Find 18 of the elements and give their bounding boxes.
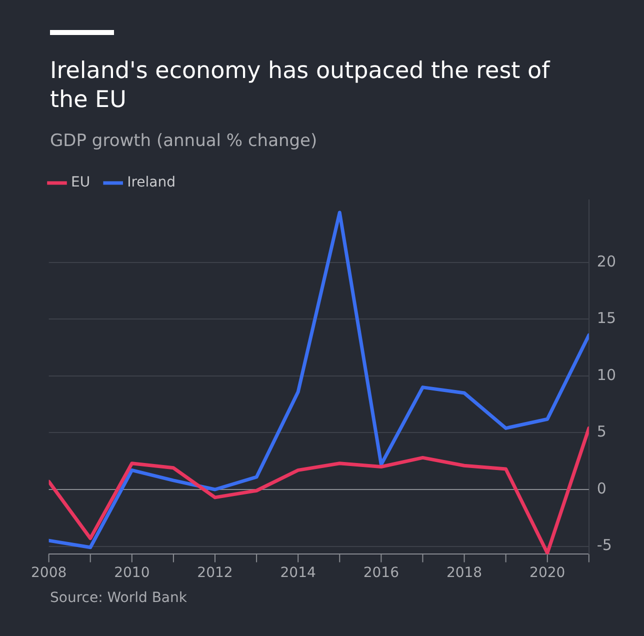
x-tick-label: 2016 — [363, 565, 400, 582]
x-tick-label: 2008 — [30, 565, 67, 582]
x-tick-label: 2014 — [280, 565, 316, 582]
x-tick-label: 2010 — [114, 565, 150, 582]
chart-title: Ireland's economy has outpaced the rest of the EU — [50, 57, 552, 115]
x-tick-label: 2012 — [197, 565, 233, 582]
chart-subtitle: GDP growth (annual % change) — [50, 131, 318, 151]
legend-label: EU — [71, 174, 90, 191]
source-note: Source: World Bank — [50, 590, 187, 606]
y-tick-label: 5 — [596, 422, 606, 441]
y-tick-label: 0 — [596, 479, 606, 498]
y-tick-label: 10 — [596, 366, 616, 384]
y-tick-label: 15 — [596, 309, 616, 328]
x-tick-label: 2020 — [530, 565, 566, 582]
legend-label: Ireland — [127, 174, 176, 191]
y-tick-label: 20 — [596, 252, 616, 270]
x-tick-label: 2018 — [446, 565, 482, 582]
y-tick-label: -5 — [596, 536, 612, 554]
